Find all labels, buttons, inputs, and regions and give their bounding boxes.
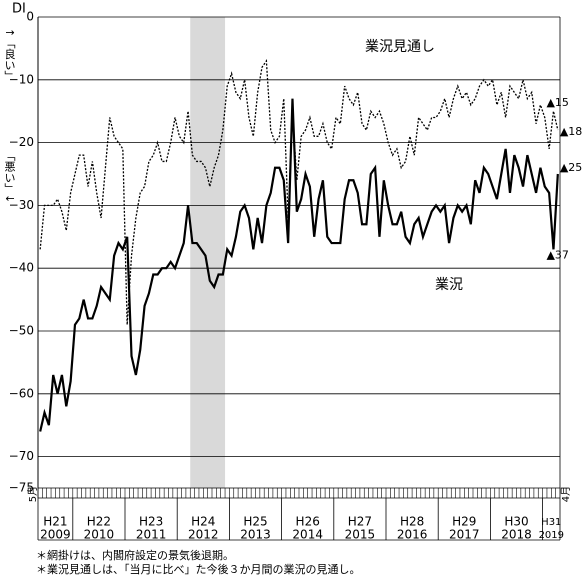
y-tick-label: 0 xyxy=(26,10,34,24)
x-start-label: 5月 xyxy=(27,486,39,502)
year-label: 2017 xyxy=(449,528,480,542)
y-tick-label: −40 xyxy=(9,261,34,275)
era-label: H26 xyxy=(296,515,320,529)
series-label: 業況 xyxy=(435,277,463,293)
year-label: 2015 xyxy=(345,528,376,542)
annotation: ▲25 xyxy=(560,161,582,174)
x-end-label: 4月 xyxy=(560,486,572,502)
y-label-bad: 「悪い」↓ xyxy=(3,150,16,203)
year-label: 2009 xyxy=(40,528,71,542)
series-label: 業況見通し xyxy=(365,39,435,55)
year-label: 2011 xyxy=(136,528,167,542)
annotation: ▲15 xyxy=(546,96,568,109)
era-label: H22 xyxy=(87,515,111,529)
y-tick-label: −20 xyxy=(9,135,34,149)
era-label: H23 xyxy=(139,515,163,529)
year-label: 2018 xyxy=(501,528,532,542)
annotation: ▲18 xyxy=(560,125,582,138)
era-label: H21 xyxy=(43,515,67,529)
series-line xyxy=(39,98,559,432)
y-tick-label: −30 xyxy=(9,198,34,212)
era-label: H30 xyxy=(504,515,528,529)
y-label-good: ↑「良い」 xyxy=(3,28,16,81)
y-tick-label: −75 xyxy=(9,481,34,495)
era-label: H28 xyxy=(400,515,424,529)
note: ＊網掛けは、内閣府設定の景気後退期。 xyxy=(36,548,234,562)
year-label: 2019 xyxy=(539,530,564,541)
year-label: 2010 xyxy=(84,528,115,542)
recession-shade xyxy=(190,17,226,488)
y-tick-label: −50 xyxy=(9,324,34,338)
era-label: H27 xyxy=(348,515,372,529)
y-tick-label: −60 xyxy=(9,386,34,400)
series-line xyxy=(39,59,559,325)
y-label: DI xyxy=(12,2,26,17)
year-label: 2012 xyxy=(188,528,219,542)
era-label: H29 xyxy=(452,515,476,529)
era-label: H31 xyxy=(541,517,561,528)
annotation: ▲37 xyxy=(546,248,568,261)
year-label: 2013 xyxy=(240,528,271,542)
note: ＊業況見通しは、「当月に比べ」た今後３か月間の業況の見通し。 xyxy=(36,562,361,575)
y-tick-label: −70 xyxy=(9,449,34,463)
y-tick-label: −10 xyxy=(9,72,34,86)
year-label: 2014 xyxy=(292,528,323,542)
era-label: H24 xyxy=(191,515,215,529)
year-label: 2016 xyxy=(397,528,428,542)
era-label: H25 xyxy=(243,515,267,529)
